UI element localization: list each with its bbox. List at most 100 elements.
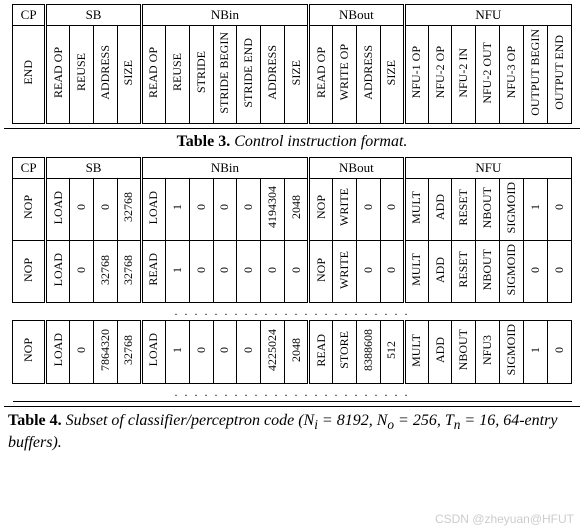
- r0-nbout-0: NOP: [309, 178, 333, 240]
- field-nbin-2: STRIDE: [189, 26, 213, 124]
- ellipsis-row: . . . . . . . . . . . . . . . . . . . . …: [13, 383, 572, 401]
- table4-caption-b: = 8192,: [318, 412, 373, 429]
- group-nbout: NBout: [309, 5, 405, 26]
- r0-nbout-1: WRITE: [332, 178, 356, 240]
- r1-nbin-5: 0: [261, 241, 285, 303]
- field-nfu-2: NFU-2 IN: [452, 26, 476, 124]
- r1-nfu-2: RESET: [452, 241, 476, 303]
- r0-nbin-0: LOAD: [141, 178, 165, 240]
- r2-sb-2: 7864320: [94, 321, 118, 383]
- r0-nbout-2: 0: [356, 178, 380, 240]
- t4-group-sb: SB: [46, 157, 142, 178]
- table4-group-row: CP SB NBin NBout NFU: [13, 157, 572, 178]
- field-sb-2: ADDRESS: [94, 26, 118, 124]
- group-nfu: NFU: [404, 5, 571, 26]
- field-nbout-1: WRITE OP: [332, 26, 356, 124]
- r1-nfu-4: SIGMOID: [500, 241, 524, 303]
- r1-sb-3: 32768: [117, 241, 141, 303]
- ellipsis-cell: . . . . . . . . . . . . . . . . . . . . …: [13, 383, 572, 401]
- field-sb-0: READ OP: [46, 26, 70, 124]
- r2-nbout-3: 512: [380, 321, 404, 383]
- r0-nbin-3: 0: [213, 178, 237, 240]
- r0-nbin-6: 2048: [285, 178, 309, 240]
- table-row: NOP LOAD 0 32768 32768 READ 1 0 0 0 0 0 …: [13, 241, 572, 303]
- table-row: NOP LOAD 0 0 32768 LOAD 1 0 0 0 4194304 …: [13, 178, 572, 240]
- field-nbin-4: STRIDE END: [237, 26, 261, 124]
- r2-nfu-6: 0: [548, 321, 572, 383]
- r1-nbin-4: 0: [237, 241, 261, 303]
- field-nbout-3: SIZE: [380, 26, 404, 124]
- r2-nbout-0: READ: [309, 321, 333, 383]
- r0-nbin-5: 4194304: [261, 178, 285, 240]
- table3-fields-row: END READ OP REUSE ADDRESS SIZE READ OP R…: [13, 26, 572, 124]
- r1-nfu-3: NBOUT: [476, 241, 500, 303]
- table4-caption-N: N: [377, 412, 388, 429]
- r1-nbout-3: 0: [380, 241, 404, 303]
- r0-nfu-6: 0: [548, 178, 572, 240]
- r0-nbout-3: 0: [380, 178, 404, 240]
- table4-caption-a: Subset of classifier/perceptron code (N: [66, 412, 315, 429]
- r2-nbin-4: 0: [237, 321, 261, 383]
- field-nfu-5: OUTPUT BEGIN: [524, 26, 548, 124]
- t4-group-nbin: NBin: [141, 157, 308, 178]
- r0-sb-1: 0: [70, 178, 94, 240]
- r1-sb-1: 0: [70, 241, 94, 303]
- r0-nfu-3: NBOUT: [476, 178, 500, 240]
- r0-nbin-2: 0: [189, 178, 213, 240]
- field-nbin-1: REUSE: [165, 26, 189, 124]
- table3-group-row: CP SB NBin NBout NFU: [13, 5, 572, 26]
- r0-nfu-2: RESET: [452, 178, 476, 240]
- r2-nfu-4: SIGMOID: [500, 321, 524, 383]
- r1-nbout-2: 0: [356, 241, 380, 303]
- r0-nbin-4: 0: [237, 178, 261, 240]
- table3-caption-text: Control instruction format.: [234, 133, 407, 150]
- ellipsis-cell: . . . . . . . . . . . . . . . . . . . . …: [13, 303, 572, 321]
- r2-nfu-1: ADD: [428, 321, 452, 383]
- field-nbin-5: ADDRESS: [261, 26, 285, 124]
- r2-nfu-0: MULT: [404, 321, 428, 383]
- r0-nfu-4: SIGMOID: [500, 178, 524, 240]
- field-sb-1: REUSE: [70, 26, 94, 124]
- field-nfu-6: OUTPUT END: [548, 26, 572, 124]
- group-cp: CP: [13, 5, 46, 26]
- field-nbin-3: STRIDE BEGIN: [213, 26, 237, 124]
- r2-nbin-1: 1: [165, 321, 189, 383]
- r0-nfu-5: 1: [524, 178, 548, 240]
- r1-nbin-1: 1: [165, 241, 189, 303]
- table4-caption: Table 4. Subset of classifier/perceptron…: [4, 411, 580, 454]
- table4-caption-label: Table 4.: [8, 412, 62, 429]
- r1-sb-2: 32768: [94, 241, 118, 303]
- table-row: NOP LOAD 0 7864320 32768 LOAD 1 0 0 0 42…: [13, 321, 572, 383]
- r2-nbout-2: 8388608: [356, 321, 380, 383]
- r2-nbin-0: LOAD: [141, 321, 165, 383]
- r2-sb-1: 0: [70, 321, 94, 383]
- field-nfu-4: NFU-3 OP: [500, 26, 524, 124]
- r2-nfu-2: NBOUT: [452, 321, 476, 383]
- r1-nfu-1: ADD: [428, 241, 452, 303]
- field-nbout-0: READ OP: [309, 26, 333, 124]
- rule-below-table4: [4, 406, 580, 407]
- r2-sb-3: 32768: [117, 321, 141, 383]
- r2-nfu-3: NFU3: [476, 321, 500, 383]
- r1-nbout-1: WRITE: [332, 241, 356, 303]
- watermark-text: CSDN @zheyuan@HFUT: [435, 512, 574, 526]
- r0-nfu-1: ADD: [428, 178, 452, 240]
- r0-nbin-1: 1: [165, 178, 189, 240]
- r0-cp: NOP: [13, 178, 46, 240]
- r1-nfu-6: 0: [548, 241, 572, 303]
- group-sb: SB: [46, 5, 142, 26]
- r1-nfu-5: 0: [524, 241, 548, 303]
- rule-below-table3: [4, 128, 580, 129]
- r0-nfu-0: MULT: [404, 178, 428, 240]
- table3-caption-label: Table 3.: [177, 133, 231, 150]
- field-sb-3: SIZE: [117, 26, 141, 124]
- r1-nbout-0: NOP: [309, 241, 333, 303]
- r2-nbout-1: STORE: [332, 321, 356, 383]
- r1-cp: NOP: [13, 241, 46, 303]
- group-nbin: NBin: [141, 5, 308, 26]
- table4-code: CP SB NBin NBout NFU NOP LOAD 0 0 32768 …: [12, 157, 572, 402]
- r2-cp: NOP: [13, 321, 46, 383]
- r2-sb-0: LOAD: [46, 321, 70, 383]
- field-nfu-0: NFU-1 OP: [404, 26, 428, 124]
- r2-nbin-6: 2048: [285, 321, 309, 383]
